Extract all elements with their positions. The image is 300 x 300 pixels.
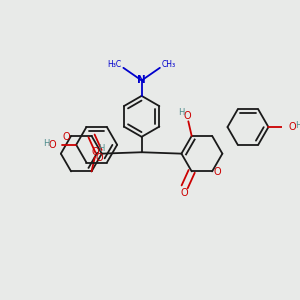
Text: H₃C: H₃C: [107, 60, 121, 69]
Text: O: O: [62, 132, 70, 142]
Text: H: H: [178, 108, 185, 117]
Text: O: O: [180, 188, 188, 198]
Text: H: H: [98, 144, 105, 153]
Text: N: N: [137, 75, 146, 85]
Text: H: H: [296, 121, 300, 130]
Text: H: H: [43, 139, 49, 148]
Text: O: O: [213, 167, 221, 178]
Text: O: O: [92, 147, 99, 157]
Text: O: O: [289, 122, 296, 132]
Text: CH₃: CH₃: [162, 60, 176, 69]
Text: O: O: [48, 140, 56, 150]
Text: O: O: [184, 111, 192, 121]
Text: O: O: [96, 152, 103, 163]
